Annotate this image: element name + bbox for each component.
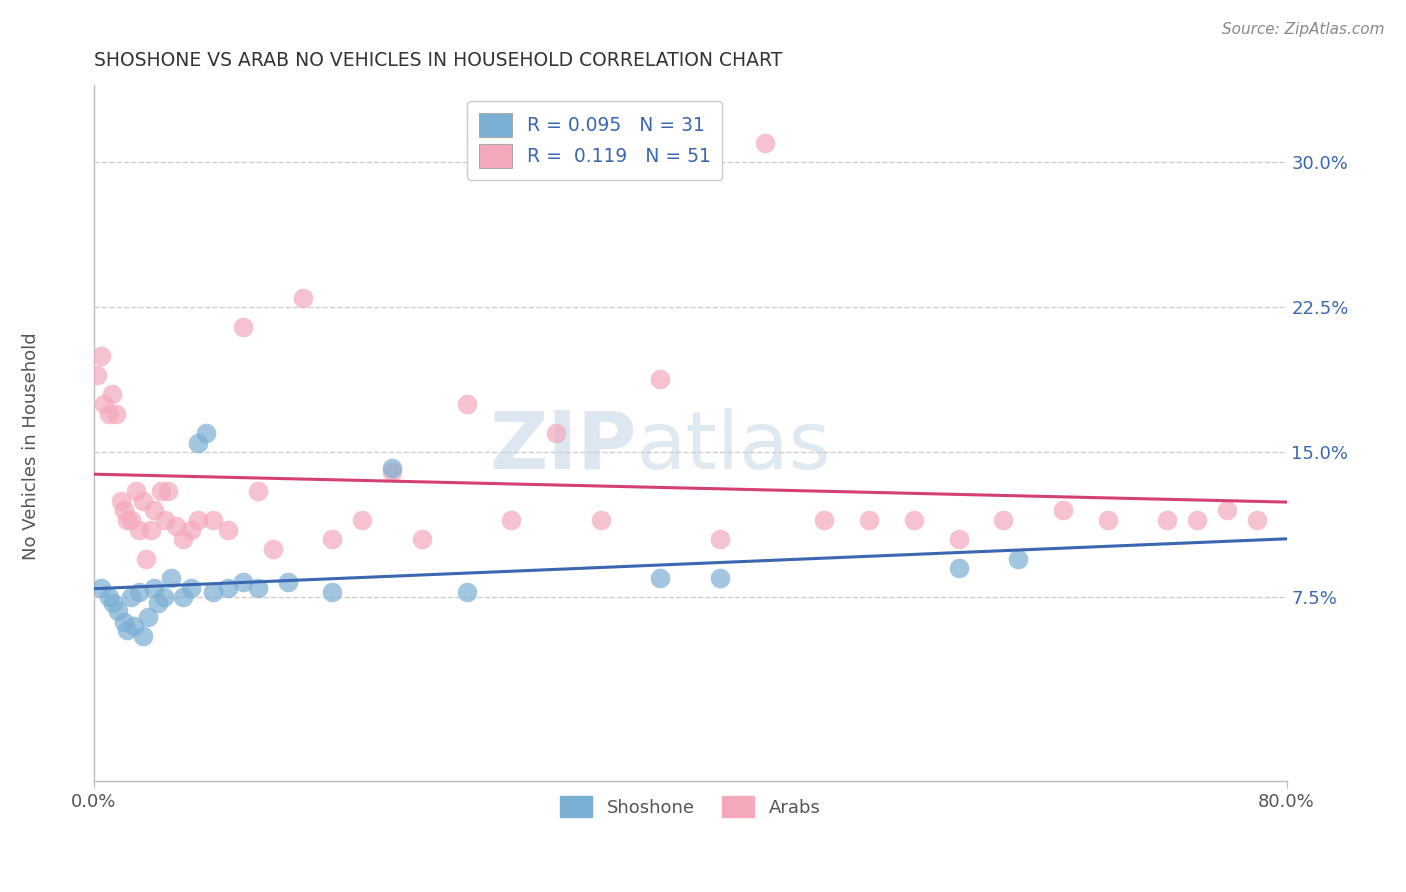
Point	[90, 581, 112, 595]
Point	[1216, 503, 1239, 517]
Point	[589, 513, 612, 527]
Point	[120, 513, 142, 527]
Point	[217, 581, 239, 595]
Point	[110, 493, 132, 508]
Point	[139, 523, 162, 537]
Point	[650, 372, 672, 386]
Text: ZIP: ZIP	[489, 408, 637, 486]
Point	[135, 551, 157, 566]
Point	[112, 615, 135, 630]
Point	[202, 584, 225, 599]
Point	[97, 591, 120, 605]
Point	[172, 591, 194, 605]
Text: atlas: atlas	[637, 408, 831, 486]
Point	[813, 513, 835, 527]
Point	[157, 484, 180, 499]
Point	[112, 503, 135, 517]
Point	[142, 503, 165, 517]
Point	[381, 460, 404, 475]
Point	[122, 619, 145, 633]
Point	[153, 591, 176, 605]
Point	[93, 397, 115, 411]
Point	[107, 604, 129, 618]
Point	[155, 513, 177, 527]
Point	[948, 533, 970, 547]
Point	[202, 513, 225, 527]
Point	[321, 584, 343, 599]
Point	[115, 513, 138, 527]
Point	[1246, 513, 1268, 527]
Point	[858, 513, 880, 527]
Point	[132, 493, 155, 508]
Point	[217, 523, 239, 537]
Point	[120, 591, 142, 605]
Point	[142, 581, 165, 595]
Point	[115, 624, 138, 638]
Point	[97, 407, 120, 421]
Point	[948, 561, 970, 575]
Point	[146, 596, 169, 610]
Point	[546, 425, 568, 440]
Point	[180, 581, 202, 595]
Text: SHOSHONE VS ARAB NO VEHICLES IN HOUSEHOLD CORRELATION CHART: SHOSHONE VS ARAB NO VEHICLES IN HOUSEHOL…	[94, 51, 782, 70]
Point	[709, 571, 731, 585]
Point	[187, 435, 209, 450]
Point	[165, 519, 187, 533]
Text: Source: ZipAtlas.com: Source: ZipAtlas.com	[1222, 22, 1385, 37]
Point	[1156, 513, 1178, 527]
Legend: Shoshone, Arabs: Shoshone, Arabs	[553, 789, 828, 824]
Point	[903, 513, 925, 527]
Point	[993, 513, 1015, 527]
Point	[1052, 503, 1074, 517]
Point	[232, 574, 254, 589]
Point	[194, 425, 217, 440]
Point	[709, 533, 731, 547]
Text: No Vehicles in Household: No Vehicles in Household	[22, 332, 39, 560]
Point	[277, 574, 299, 589]
Point	[128, 584, 150, 599]
Point	[352, 513, 374, 527]
Point	[160, 571, 183, 585]
Point	[128, 523, 150, 537]
Point	[321, 533, 343, 547]
Point	[1185, 513, 1208, 527]
Point	[411, 533, 433, 547]
Point	[381, 465, 404, 479]
Point	[501, 513, 523, 527]
Point	[456, 397, 478, 411]
Point	[187, 513, 209, 527]
Point	[105, 407, 128, 421]
Point	[124, 484, 146, 499]
Point	[246, 581, 269, 595]
Point	[262, 542, 284, 557]
Point	[650, 571, 672, 585]
Point	[101, 387, 124, 401]
Point	[1007, 551, 1029, 566]
Point	[90, 349, 112, 363]
Point	[172, 533, 194, 547]
Point	[232, 319, 254, 334]
Point	[86, 368, 108, 382]
Point	[1097, 513, 1119, 527]
Point	[456, 584, 478, 599]
Point	[754, 136, 776, 150]
Point	[291, 291, 314, 305]
Point	[246, 484, 269, 499]
Point	[132, 629, 155, 643]
Point	[180, 523, 202, 537]
Point	[136, 609, 159, 624]
Point	[103, 596, 125, 610]
Point	[150, 484, 173, 499]
